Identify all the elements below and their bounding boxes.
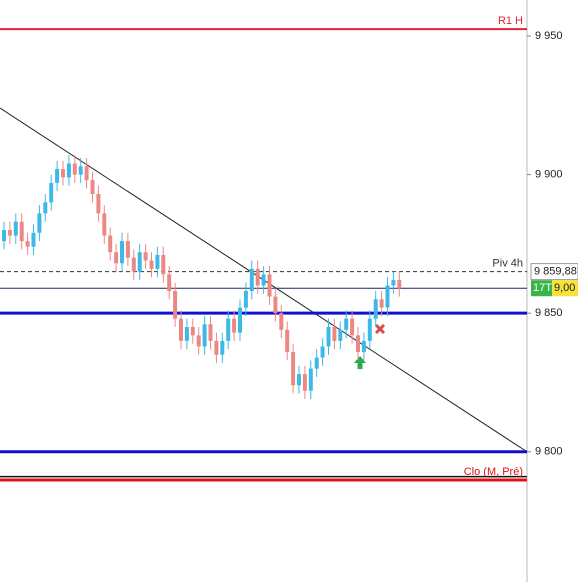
- candle-body: [196, 335, 201, 347]
- candle-body: [238, 307, 242, 333]
- candle-body: [350, 318, 355, 336]
- candle-body: [13, 221, 18, 236]
- candle-body: [55, 169, 60, 183]
- candle-body: [84, 166, 89, 181]
- price-label: 9 859,88: [534, 266, 577, 278]
- candle-body: [173, 291, 178, 319]
- candle-body: [49, 182, 54, 203]
- candle-body: [332, 327, 337, 341]
- price-label-box: [552, 280, 578, 297]
- candle-body: [155, 254, 160, 269]
- candle-body: [326, 327, 331, 347]
- candle-body: [261, 274, 266, 286]
- candle-body: [314, 357, 319, 369]
- candle-body: [320, 346, 325, 358]
- candle-body: [102, 213, 107, 236]
- candle-body: [249, 268, 254, 291]
- candle-body: [379, 299, 384, 308]
- candle-body: [338, 329, 343, 341]
- candle-body: [397, 279, 402, 289]
- candle-body: [243, 291, 248, 308]
- candle-body: [220, 340, 225, 355]
- candle-body: [285, 329, 290, 352]
- y-tick-label: 9 950: [535, 30, 563, 42]
- candle-body: [226, 318, 231, 341]
- candle-body: [131, 257, 136, 272]
- price-label: 9,00: [554, 282, 575, 294]
- level-name: Clo (M, Pré): [464, 466, 523, 478]
- y-tick-label: 9 850: [535, 307, 563, 319]
- candle-body: [61, 169, 65, 178]
- candle-body: [361, 340, 366, 352]
- candle-body: [167, 274, 172, 291]
- candle-body: [7, 230, 12, 236]
- candle-body: [78, 166, 83, 175]
- candle-body: [96, 194, 101, 214]
- candle-body: [385, 285, 390, 308]
- candle-body: [214, 340, 219, 355]
- y-tick-label: 9 800: [535, 446, 563, 458]
- candle-body: [179, 318, 183, 341]
- candle-body: [267, 274, 272, 297]
- candle-body: [125, 241, 130, 258]
- candle-body: [344, 318, 349, 330]
- candle-body: [190, 327, 195, 336]
- buy-signal: [354, 356, 366, 369]
- candle-body: [356, 335, 360, 352]
- candle-body: [391, 279, 396, 286]
- candle-body: [114, 252, 119, 264]
- candle-body: [308, 368, 313, 391]
- candle-body: [120, 241, 124, 264]
- y-tick-label: 9 900: [535, 169, 563, 181]
- candle-body: [2, 230, 6, 242]
- level-name: Piv 4h: [492, 258, 523, 270]
- price-label-box: [530, 263, 578, 281]
- candle-body: [149, 260, 154, 269]
- candle-body: [137, 252, 142, 272]
- candle-body: [161, 254, 166, 275]
- candle-body: [31, 232, 36, 247]
- candle-body: [184, 327, 189, 341]
- price-tag: 17T: [533, 282, 552, 294]
- candle-body: [373, 299, 378, 319]
- candle-body: [255, 268, 260, 286]
- candle-body: [25, 241, 30, 247]
- candle-body: [19, 221, 24, 242]
- candle-body: [302, 374, 307, 391]
- candle-body: [143, 252, 148, 261]
- candle-body: [72, 163, 77, 175]
- candle-body: [108, 235, 113, 253]
- candle-body: [208, 324, 213, 341]
- candle-body: [66, 163, 71, 178]
- candle-body: [232, 318, 237, 333]
- candle-body: [202, 324, 207, 347]
- candle-body: [90, 180, 95, 194]
- candle-body: [279, 313, 284, 330]
- sell-signal: [374, 323, 386, 335]
- level-name: R1 H: [498, 15, 523, 27]
- candle-body: [367, 318, 372, 341]
- candle-body: [43, 202, 48, 214]
- price-tag-box: [531, 280, 552, 297]
- candle-body: [273, 296, 278, 314]
- candle-body: [291, 351, 296, 386]
- candle-body: [37, 213, 42, 233]
- candle-body: [297, 374, 301, 386]
